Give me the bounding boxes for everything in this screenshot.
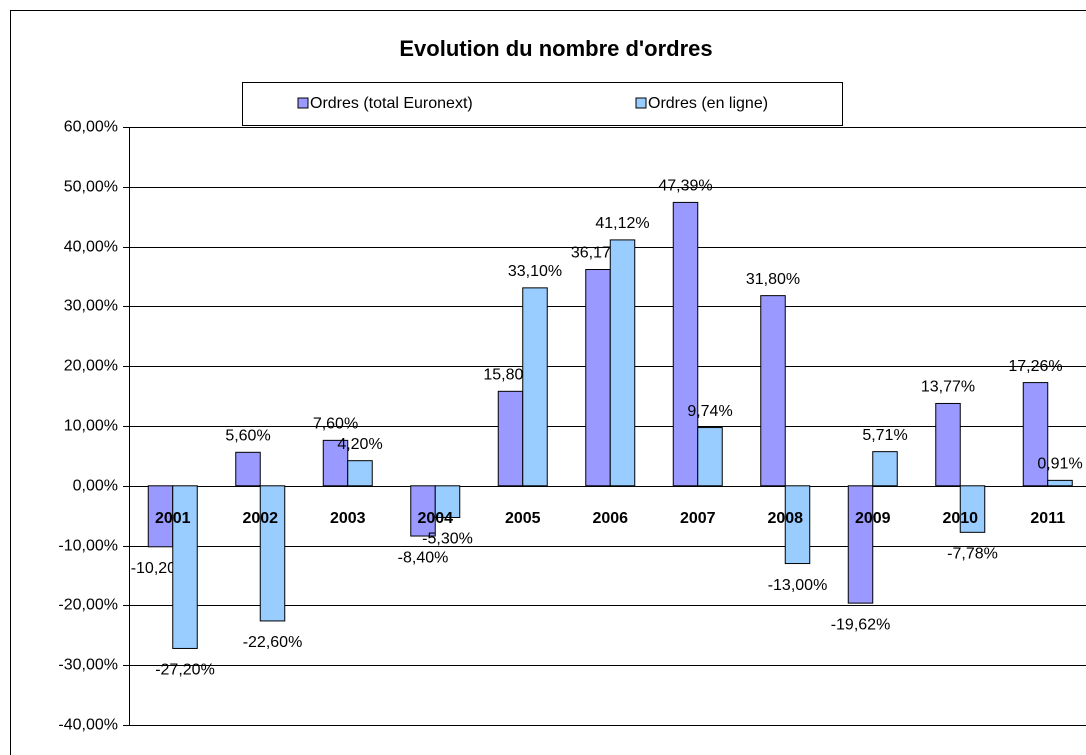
- x-tick-label: 2006: [592, 510, 628, 527]
- y-tick-label: 20,00%: [64, 358, 118, 375]
- legend-swatch: [635, 97, 647, 109]
- x-tick-label: 2004: [417, 510, 453, 527]
- data-label: -5,30%: [422, 531, 473, 548]
- bar: [585, 269, 611, 487]
- y-tick-label: 60,00%: [64, 119, 118, 136]
- data-label: 13,77%: [921, 379, 975, 396]
- x-tick-label: 2010: [942, 510, 978, 527]
- x-tick-label: 2008: [767, 510, 803, 527]
- x-tick-label: 2007: [680, 510, 716, 527]
- y-tick-label: 40,00%: [64, 239, 118, 256]
- y-tick-label: -40,00%: [58, 717, 118, 734]
- data-label: -27,20%: [155, 662, 215, 679]
- data-label: 31,80%: [746, 271, 800, 288]
- legend-label: Ordres (en ligne): [648, 95, 768, 112]
- x-tick-label: 2011: [1030, 510, 1065, 527]
- data-label: -19,62%: [831, 616, 891, 633]
- bar: [935, 402, 961, 487]
- data-label: -13,00%: [768, 577, 828, 594]
- data-label: 0,91%: [1037, 456, 1082, 473]
- bar: [147, 485, 174, 548]
- bar: [760, 295, 786, 487]
- legend-swatch: [297, 97, 309, 109]
- data-label: 4,20%: [337, 436, 382, 453]
- y-tick-label: 10,00%: [64, 418, 118, 435]
- x-tick-label: 2005: [505, 510, 541, 527]
- y-tick-label: -30,00%: [58, 657, 118, 674]
- bar: [522, 287, 548, 487]
- data-label: -8,40%: [398, 549, 449, 566]
- y-tick-label: 0,00%: [73, 478, 118, 495]
- data-label: 5,60%: [225, 428, 270, 445]
- bar: [959, 485, 986, 533]
- bar: [347, 460, 373, 487]
- data-label: -7,78%: [947, 546, 998, 563]
- bar: [259, 485, 286, 622]
- data-label: -22,60%: [243, 634, 303, 651]
- x-tick-label: 2003: [330, 510, 366, 527]
- data-label: 41,12%: [595, 215, 649, 232]
- data-label: 9,74%: [687, 403, 732, 420]
- bar: [235, 451, 261, 487]
- data-label: 47,39%: [658, 178, 712, 195]
- data-label: 7,60%: [313, 416, 358, 433]
- legend-label: Ordres (total Euronext): [310, 95, 473, 112]
- bar: [172, 485, 198, 649]
- y-tick-label: -20,00%: [58, 597, 118, 614]
- legend-box: [242, 82, 843, 126]
- bar: [872, 451, 898, 487]
- x-tick-label: 2009: [855, 510, 891, 527]
- bar: [410, 485, 436, 537]
- bar: [697, 427, 723, 487]
- bar: [784, 485, 811, 565]
- bar: [1047, 479, 1073, 487]
- data-label: 33,10%: [508, 263, 562, 280]
- bar: [1022, 382, 1049, 487]
- x-tick-label: 2001: [155, 510, 191, 527]
- bar: [434, 485, 461, 518]
- bar: [609, 239, 636, 487]
- y-tick-label: 30,00%: [64, 298, 118, 315]
- chart-title: Evolution du nombre d'ordres: [399, 36, 712, 61]
- y-tick-label: -10,00%: [58, 538, 118, 555]
- data-label: 5,71%: [862, 427, 907, 444]
- data-label: 17,26%: [1008, 358, 1062, 375]
- bar: [847, 485, 874, 604]
- y-tick-label: 50,00%: [64, 179, 118, 196]
- bar: [497, 390, 524, 487]
- bar: [672, 201, 699, 487]
- x-tick-label: 2002: [242, 510, 278, 527]
